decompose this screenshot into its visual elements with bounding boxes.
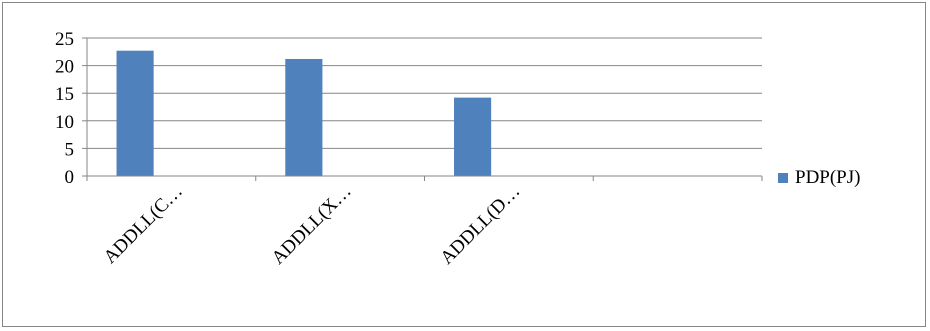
y-tick-label: 15 bbox=[55, 84, 74, 105]
legend-swatch bbox=[778, 173, 788, 183]
x-tick-label: ADDLL(C… bbox=[100, 181, 187, 268]
x-tick-label: ADDLL(D… bbox=[436, 181, 524, 269]
y-tick-label: 0 bbox=[65, 167, 75, 188]
y-tick-label: 25 bbox=[55, 29, 74, 50]
x-tick-labels: ADDLL(C… ADDLL(X… ADDLL(D… bbox=[100, 181, 525, 269]
bar bbox=[454, 97, 492, 176]
y-tick-label: 20 bbox=[55, 57, 74, 78]
y-tick-labels: 0 5 10 15 20 25 bbox=[55, 29, 74, 188]
axes bbox=[82, 37, 763, 181]
gridlines bbox=[87, 37, 762, 149]
legend-label: PDP(PJ) bbox=[795, 167, 860, 188]
bars bbox=[116, 50, 492, 177]
y-tick-label: 5 bbox=[65, 139, 75, 160]
legend: PDP(PJ) bbox=[778, 167, 860, 188]
bar bbox=[116, 50, 154, 176]
y-tick-label: 10 bbox=[55, 112, 74, 133]
bar bbox=[285, 58, 323, 177]
x-tick-label: ADDLL(X… bbox=[268, 181, 356, 269]
